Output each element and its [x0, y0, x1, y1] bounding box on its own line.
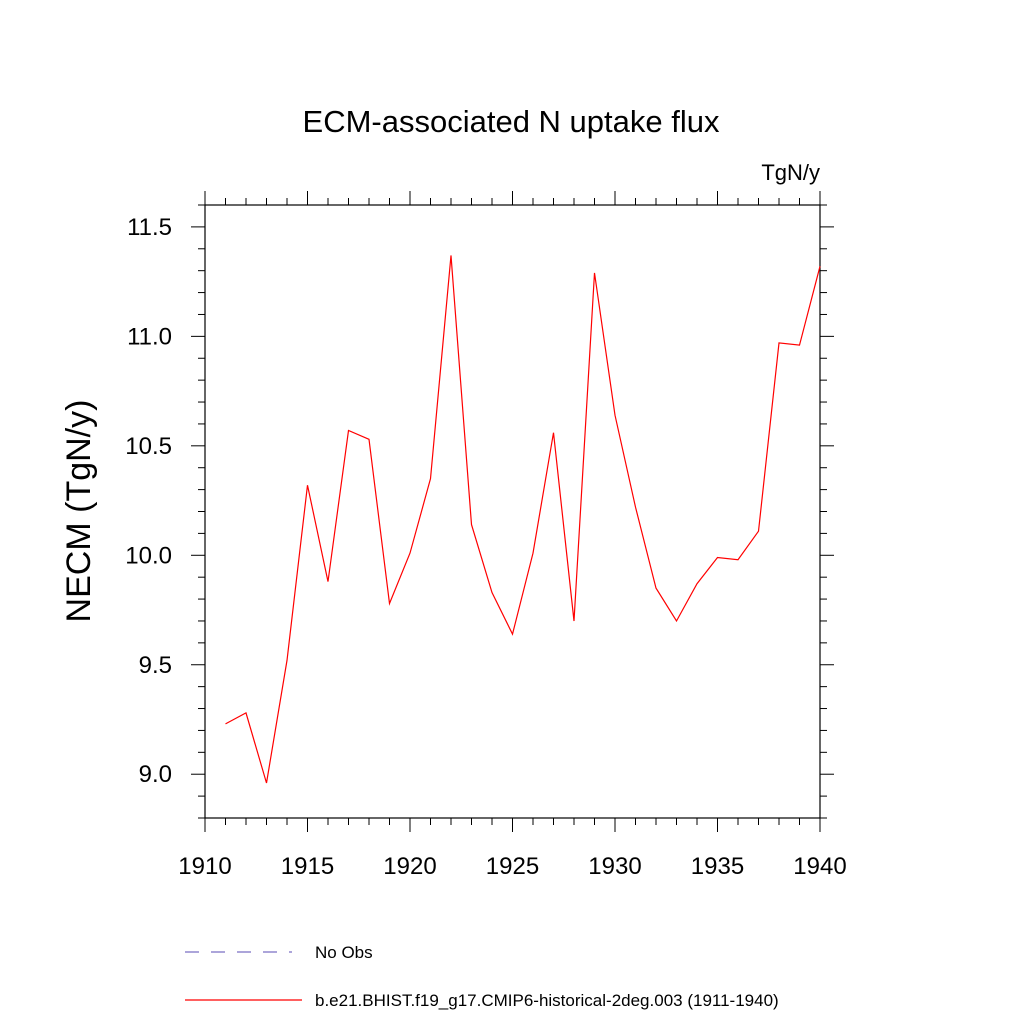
- x-tick-label: 1920: [383, 853, 436, 880]
- plot-frame: [204, 204, 821, 819]
- chart-title: ECM-associated N uptake flux: [303, 104, 720, 139]
- y-tick-label: 11.5: [127, 214, 172, 241]
- y-tick-label: 11.0: [127, 323, 172, 350]
- series-line-0: [225, 255, 821, 784]
- x-tick-label: 1925: [486, 853, 539, 880]
- units-label: TgN/y: [761, 160, 820, 185]
- x-tick-label: 1940: [793, 853, 846, 880]
- y-tick-label: 10.0: [125, 542, 172, 569]
- x-tick-label: 1915: [281, 853, 334, 880]
- legend-label-model: b.e21.BHIST.f19_g17.CMIP6-historical-2de…: [315, 991, 779, 1010]
- x-tick-label: 1930: [588, 853, 641, 880]
- legend-label-no-obs: No Obs: [315, 943, 373, 962]
- axis-ticks: 1910 1915 1920 1925 1930 1935 1940 9.0 9.5 10.0 10…: [125, 191, 847, 880]
- x-tick-label: 1935: [691, 853, 744, 880]
- y-tick-label: 9.0: [139, 761, 172, 788]
- series-group: [225, 255, 821, 784]
- y-tick-label: 9.5: [139, 652, 172, 679]
- x-tick-label: 1910: [178, 853, 231, 880]
- legend: No Obs b.e21.BHIST.f19_g17.CMIP6-histori…: [185, 943, 779, 1010]
- y-axis-label: NECM (TgN/y): [60, 400, 98, 623]
- y-tick-label: 10.5: [125, 433, 172, 460]
